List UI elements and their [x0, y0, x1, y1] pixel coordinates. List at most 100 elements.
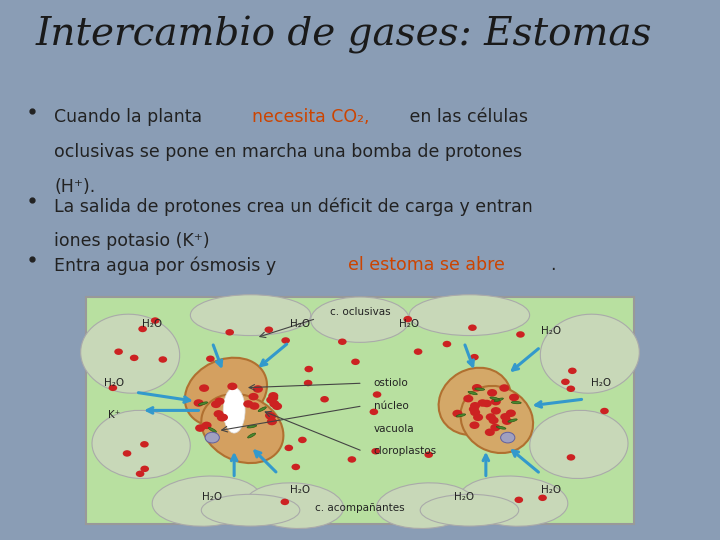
- Circle shape: [500, 433, 515, 443]
- Text: ostiolo: ostiolo: [374, 378, 408, 388]
- Circle shape: [266, 413, 276, 420]
- Circle shape: [482, 400, 492, 407]
- Ellipse shape: [456, 414, 466, 417]
- Circle shape: [122, 450, 131, 457]
- Circle shape: [151, 318, 160, 324]
- Text: H₂O: H₂O: [104, 378, 124, 388]
- Circle shape: [486, 413, 496, 421]
- Circle shape: [140, 441, 149, 448]
- Circle shape: [138, 326, 147, 332]
- Ellipse shape: [508, 419, 517, 422]
- Ellipse shape: [246, 483, 343, 529]
- Circle shape: [206, 355, 215, 362]
- Text: Cuando la planta: Cuando la planta: [54, 108, 207, 126]
- Text: K⁺: K⁺: [107, 410, 120, 420]
- Ellipse shape: [199, 402, 207, 406]
- Circle shape: [473, 414, 483, 421]
- Circle shape: [567, 454, 575, 461]
- Ellipse shape: [496, 426, 506, 429]
- Circle shape: [215, 397, 225, 405]
- Circle shape: [136, 470, 145, 477]
- Text: c. acompañantes: c. acompañantes: [315, 503, 405, 513]
- Circle shape: [502, 417, 512, 425]
- Ellipse shape: [223, 388, 245, 433]
- Circle shape: [253, 385, 263, 393]
- Text: H₂O: H₂O: [142, 319, 162, 329]
- Circle shape: [470, 409, 480, 416]
- Text: c. oclusivas: c. oclusivas: [330, 307, 390, 317]
- Circle shape: [214, 410, 224, 417]
- Ellipse shape: [81, 314, 180, 393]
- Circle shape: [500, 413, 510, 421]
- Circle shape: [403, 316, 412, 322]
- Circle shape: [489, 417, 499, 424]
- Ellipse shape: [459, 476, 568, 526]
- Circle shape: [243, 400, 253, 408]
- Circle shape: [202, 422, 212, 429]
- Ellipse shape: [468, 392, 477, 395]
- Text: H₂O: H₂O: [541, 326, 562, 336]
- Circle shape: [292, 464, 300, 470]
- Circle shape: [225, 329, 234, 335]
- Circle shape: [600, 408, 609, 414]
- Circle shape: [249, 402, 259, 410]
- Circle shape: [199, 384, 209, 392]
- Ellipse shape: [540, 314, 639, 393]
- Circle shape: [372, 448, 380, 455]
- Text: iones potasio (K⁺): iones potasio (K⁺): [54, 232, 210, 250]
- Text: Entra agua por ósmosis y: Entra agua por ósmosis y: [54, 256, 282, 275]
- Circle shape: [369, 409, 378, 415]
- Ellipse shape: [185, 357, 267, 427]
- Circle shape: [491, 407, 501, 415]
- Ellipse shape: [258, 407, 266, 411]
- Circle shape: [499, 384, 509, 392]
- Circle shape: [205, 433, 220, 443]
- Circle shape: [515, 497, 523, 503]
- Text: (H⁺).: (H⁺).: [54, 178, 95, 196]
- Circle shape: [490, 424, 500, 431]
- Circle shape: [109, 384, 117, 391]
- Circle shape: [304, 380, 312, 386]
- Circle shape: [211, 401, 221, 408]
- Text: el estoma se abre: el estoma se abre: [348, 256, 505, 274]
- Ellipse shape: [152, 476, 261, 526]
- Circle shape: [443, 341, 451, 347]
- Circle shape: [265, 411, 275, 419]
- Circle shape: [469, 421, 480, 429]
- Ellipse shape: [409, 295, 530, 335]
- Circle shape: [269, 392, 279, 400]
- Text: .: .: [550, 256, 556, 274]
- Ellipse shape: [247, 425, 256, 428]
- Circle shape: [472, 384, 482, 392]
- Circle shape: [267, 418, 277, 426]
- Ellipse shape: [420, 494, 518, 526]
- Ellipse shape: [461, 386, 533, 453]
- Circle shape: [269, 400, 279, 408]
- Circle shape: [414, 348, 423, 355]
- Circle shape: [281, 498, 289, 505]
- Circle shape: [320, 396, 329, 402]
- Circle shape: [567, 386, 575, 392]
- Circle shape: [487, 389, 497, 396]
- Ellipse shape: [490, 397, 500, 400]
- Circle shape: [266, 396, 276, 404]
- Circle shape: [195, 424, 205, 432]
- Circle shape: [470, 402, 480, 409]
- Text: H₂O: H₂O: [541, 485, 562, 495]
- Ellipse shape: [377, 483, 474, 529]
- Circle shape: [158, 356, 167, 363]
- Ellipse shape: [190, 295, 311, 335]
- Text: H₂O: H₂O: [399, 319, 419, 329]
- Circle shape: [338, 339, 346, 345]
- Text: H₂O: H₂O: [289, 319, 310, 329]
- Text: necesita CO₂,: necesita CO₂,: [252, 108, 370, 126]
- Circle shape: [509, 394, 519, 401]
- Ellipse shape: [494, 398, 503, 402]
- Circle shape: [282, 337, 290, 343]
- Text: H₂O: H₂O: [289, 485, 310, 495]
- Ellipse shape: [511, 401, 521, 404]
- Circle shape: [491, 398, 501, 406]
- Circle shape: [463, 395, 473, 402]
- Circle shape: [248, 393, 258, 401]
- Circle shape: [373, 392, 382, 398]
